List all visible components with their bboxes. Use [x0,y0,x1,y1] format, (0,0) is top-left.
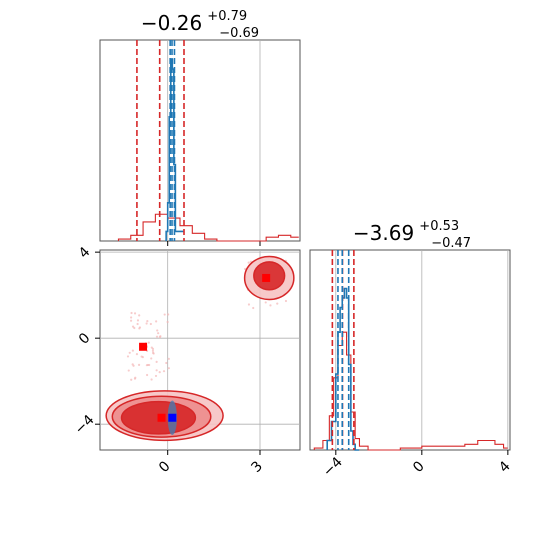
contour-2d-xtick-label-0: 0 [156,458,174,476]
contour-2d-sample-dot-b0 [269,304,272,307]
contour-2d-sample-dot-41 [140,355,143,358]
contour-2d-sample-dot-27 [145,373,149,377]
histogram-param1-panel: −0.26 +0.79 −0.69 [99,5,301,246]
contour-2d-sample-dot-53 [157,332,160,335]
contour-2d-ytick-label-2: 4 [76,244,94,262]
contour-2d-blue-marker-0 [168,413,177,422]
contour-2d-sample-dot-b7 [264,301,267,304]
contour-2d-sample-dot-23 [146,363,150,367]
contour-2d-sample-dot-52 [127,369,130,372]
histogram-param2-grid [335,250,509,455]
histogram-param1-frame [99,39,301,242]
contour-2d-red-marker-1 [262,273,271,282]
histogram-param2-frame [309,249,511,451]
contour-2d-sample-dot-40 [150,378,153,381]
histogram-param2-series [313,287,508,451]
param2-upper-error: +0.53 [419,219,459,234]
contour-2d-sample-dot-11 [167,313,170,316]
contour-2d-sample-dot-8 [155,369,158,372]
contour-2d-sample-dot-39 [158,336,161,339]
contour-2d-sample-dot-22 [136,319,140,322]
histogram-param2-title: −3.69 +0.53 −0.47 [353,215,471,251]
param1-lower-error: −0.69 [219,26,259,41]
contour-2d-sample-dot-36 [138,327,141,330]
contour-2d-sample-dot-16 [133,312,137,315]
contour-2d-sample-dot-59 [162,370,166,373]
histogram-param1-grid [167,40,261,246]
contour-2d-sample-dot-45 [126,355,130,358]
contour-2d-sample-dot-b6 [276,302,279,305]
param2-lower-error: −0.47 [431,236,471,251]
histogram-param2-xtick-label-2: 4 [496,458,514,476]
contour-2d-sample-dot-12 [131,349,134,352]
param1-median: −0.26 [141,11,202,35]
histogram-param2-xtick-labels: −4 0 4 [320,454,514,480]
contour-2d-red-marker-0 [139,342,148,351]
contour-2d-sample-dot-24 [152,352,155,355]
histogram-param2-quantile-lines [331,250,355,450]
contour-2d-sample-dot-3 [129,319,133,322]
histogram-param2-xtick-label-1: 0 [410,458,428,476]
contour-2d-sample-dot-42 [135,352,139,356]
param2-median: −3.69 [353,221,414,245]
contour-2d-markers [139,273,271,422]
contour-2d-xtick-label-1: 3 [248,458,266,476]
contour-2d-sample-dot-29 [155,335,159,338]
contour-2d-frame [99,249,301,451]
contour-2d-sample-dot-49 [151,347,155,351]
contour-2d-sample-dot-38 [166,320,169,324]
histogram-param1-series-0 [117,213,299,242]
contour-2d-sample-dot-43 [156,329,159,332]
histogram-param1-quantile-lines [136,40,185,241]
contour-2d-sample-dot-21 [130,316,133,319]
contour-2d-sample-dot-54 [155,320,158,323]
contour-2d-sample-dot-55 [136,322,139,326]
contour-2d-sample-dot-44 [138,314,141,317]
contour-2d-sample-dot-26 [132,364,135,367]
histogram-param2-panel: −4 0 4 −3.69 +0.53 −0.47 [309,215,514,480]
histogram-param2-xtick-label-0: −4 [320,454,346,480]
contour-2d-sample-dot-30 [167,357,170,360]
contour-2d-ytick-label-0: −4 [72,412,98,438]
contour-2d-sample-dot-50 [131,325,135,328]
contour-2d-sample-dot-0 [147,341,150,344]
param1-upper-error: +0.79 [207,9,247,24]
contour-2d-sample-dot-b15 [247,303,251,306]
contour-2d-red-marker-2 [157,413,166,422]
contour-2d-sample-dot-13 [167,367,170,370]
histogram-param2-series-1 [326,287,360,451]
contour-2d-regions [105,255,295,442]
histogram-param2-series-0 [313,331,508,451]
contour-2d-sample-dot-b9 [243,267,247,271]
contour-2d-sample-dot-48 [146,320,149,323]
histogram-param1-title: −0.26 +0.79 −0.69 [141,5,259,41]
contour-2d-sample-dot-57 [130,378,133,381]
contour-2d-sample-dot-51 [165,361,168,365]
contour-2d-sample-dot-15 [155,360,158,363]
contour-2d-sample-dot-35 [158,371,161,374]
contour-2d-sample-dot-18 [150,357,153,360]
contour-2d-sample-dot-58 [149,322,152,326]
contour-2d-sample-dot-28 [128,351,131,354]
contour-2d-ytick-labels: −4 0 4 [72,244,98,438]
contour-2d-sample-dot-6 [154,374,158,378]
histogram-param1-series [117,58,299,242]
contour-2d-sample-dot-b14 [247,261,250,264]
contour-2d-sample-dot-34 [137,363,141,366]
contour-2d-sample-dot-b4 [284,299,288,303]
contour-2d-sample-dot-46 [151,349,155,352]
contour-2d-sample-dot-37 [163,313,166,316]
contour-2d-sample-dot-32 [145,322,148,325]
contour-2d-ytick-label-1: 0 [76,330,94,348]
contour-2d-sample-dot-b5 [252,306,255,310]
contour-2d-sample-dot-47 [130,311,133,315]
contour-2d-sample-dot-56 [133,377,137,380]
